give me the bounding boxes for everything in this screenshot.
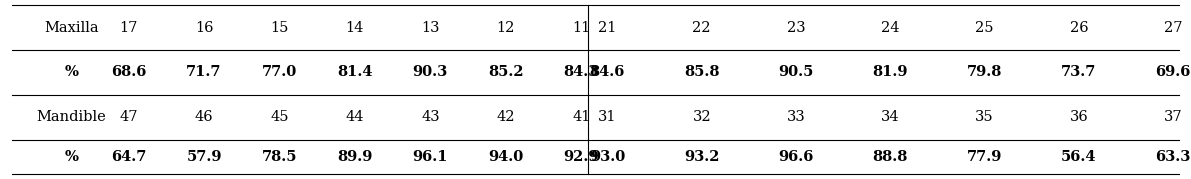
Text: 57.9: 57.9 <box>186 150 222 164</box>
Text: 78.5: 78.5 <box>262 150 298 164</box>
Text: 34: 34 <box>881 110 899 124</box>
Text: 32: 32 <box>692 110 711 124</box>
Text: 35: 35 <box>975 110 993 124</box>
Text: 79.8: 79.8 <box>967 66 1003 79</box>
Text: 36: 36 <box>1070 110 1089 124</box>
Text: 92.9: 92.9 <box>563 150 599 164</box>
Text: 11: 11 <box>572 21 591 35</box>
Text: 81.4: 81.4 <box>337 66 373 79</box>
Text: Maxilla: Maxilla <box>44 21 99 35</box>
Text: 64.7: 64.7 <box>111 150 146 164</box>
Text: Mandible: Mandible <box>37 110 106 124</box>
Text: 27: 27 <box>1164 21 1183 35</box>
Text: 45: 45 <box>270 110 288 124</box>
Text: 16: 16 <box>195 21 213 35</box>
Text: 44: 44 <box>345 110 364 124</box>
Text: 23: 23 <box>787 21 805 35</box>
Text: %: % <box>64 66 79 79</box>
Text: 14: 14 <box>345 21 364 35</box>
Text: 89.9: 89.9 <box>337 150 373 164</box>
Text: 47: 47 <box>119 110 138 124</box>
Text: 73.7: 73.7 <box>1061 66 1097 79</box>
Text: 37: 37 <box>1164 110 1183 124</box>
Text: 77.0: 77.0 <box>262 66 297 79</box>
Text: 88.8: 88.8 <box>873 150 908 164</box>
Text: 85.2: 85.2 <box>488 66 524 79</box>
Text: 96.1: 96.1 <box>412 150 448 164</box>
Text: 21: 21 <box>598 21 617 35</box>
Text: 63.3: 63.3 <box>1155 150 1191 164</box>
Text: 31: 31 <box>598 110 617 124</box>
Text: 77.9: 77.9 <box>967 150 1003 164</box>
Text: 25: 25 <box>975 21 993 35</box>
Text: 22: 22 <box>692 21 711 35</box>
Text: 84.3: 84.3 <box>563 66 599 79</box>
Text: %: % <box>64 150 79 164</box>
Text: 15: 15 <box>270 21 288 35</box>
Text: 90.3: 90.3 <box>413 66 448 79</box>
Text: 90.5: 90.5 <box>778 66 813 79</box>
Text: 33: 33 <box>786 110 805 124</box>
Text: 17: 17 <box>119 21 138 35</box>
Text: 84.6: 84.6 <box>590 66 625 79</box>
Text: 41: 41 <box>572 110 591 124</box>
Text: 12: 12 <box>497 21 515 35</box>
Text: 96.6: 96.6 <box>778 150 813 164</box>
Text: 56.4: 56.4 <box>1061 150 1097 164</box>
Text: 69.6: 69.6 <box>1155 66 1191 79</box>
Text: 71.7: 71.7 <box>186 66 222 79</box>
Text: 46: 46 <box>195 110 213 124</box>
Text: 93.0: 93.0 <box>590 150 625 164</box>
Text: 93.2: 93.2 <box>684 150 719 164</box>
Text: 94.0: 94.0 <box>488 150 523 164</box>
Text: 85.8: 85.8 <box>684 66 719 79</box>
Text: 24: 24 <box>881 21 899 35</box>
Text: 68.6: 68.6 <box>111 66 146 79</box>
Text: 43: 43 <box>422 110 439 124</box>
Text: 26: 26 <box>1070 21 1089 35</box>
Text: 81.9: 81.9 <box>873 66 908 79</box>
Text: 42: 42 <box>497 110 515 124</box>
Text: 13: 13 <box>422 21 439 35</box>
